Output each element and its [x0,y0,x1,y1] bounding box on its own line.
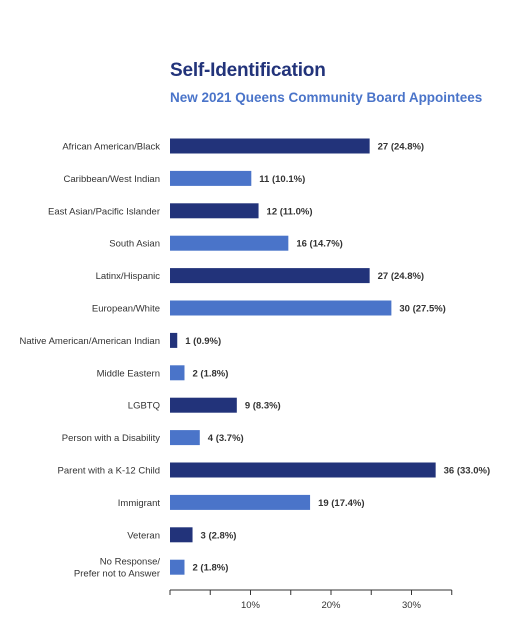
bar [170,527,193,543]
value-label: 27 (24.8%) [378,271,424,282]
category-label: Native American/American Indian [20,336,160,347]
x-tick-label: 30% [402,600,422,611]
category-label: Caribbean/West Indian [64,174,160,185]
bar [170,235,289,251]
bar [170,365,185,381]
bar [170,430,200,446]
x-tick-label: 10% [241,600,261,611]
category-label: LGBTQ [128,401,160,412]
category-label: South Asian [109,239,160,250]
category-label: Middle Eastern [97,368,160,379]
value-label: 2 (1.8%) [192,563,228,574]
value-label: 11 (10.1%) [259,174,305,185]
bar [170,268,370,284]
value-label: 27 (24.8%) [378,142,424,153]
value-label: 4 (3.7%) [208,433,244,444]
value-label: 3 (2.8%) [201,530,237,541]
bar [170,397,237,413]
value-label: 2 (1.8%) [192,368,228,379]
value-label: 16 (14.7%) [296,239,342,250]
x-tick-label: 20% [321,600,341,611]
value-label: 36 (33.0%) [444,466,490,477]
bar [170,170,252,186]
category-label: Veteran [127,530,160,541]
bar [170,332,178,348]
value-label: 30 (27.5%) [399,304,445,315]
category-label: No Response/Prefer not to Answer [74,557,160,580]
chart-title: Self-Identification [170,60,326,81]
bar [170,462,436,478]
category-label: African American/Black [62,142,160,153]
bar [170,559,185,575]
value-label: 19 (17.4%) [318,498,364,509]
category-label: Latinx/Hispanic [96,271,161,282]
category-label: Person with a Disability [62,433,160,444]
bar [170,300,392,316]
category-label: East Asian/Pacific Islander [48,206,160,217]
bar [170,138,370,154]
chart-subtitle: New 2021 Queens Community Board Appointe… [170,90,483,105]
category-label: European/White [92,304,160,315]
bar [170,494,311,510]
value-label: 12 (11.0%) [267,206,313,217]
bar [170,203,259,219]
value-label: 9 (8.3%) [245,401,281,412]
category-label: Parent with a K-12 Child [58,466,160,477]
category-label: Immigrant [118,498,161,509]
value-label: 1 (0.9%) [185,336,221,347]
